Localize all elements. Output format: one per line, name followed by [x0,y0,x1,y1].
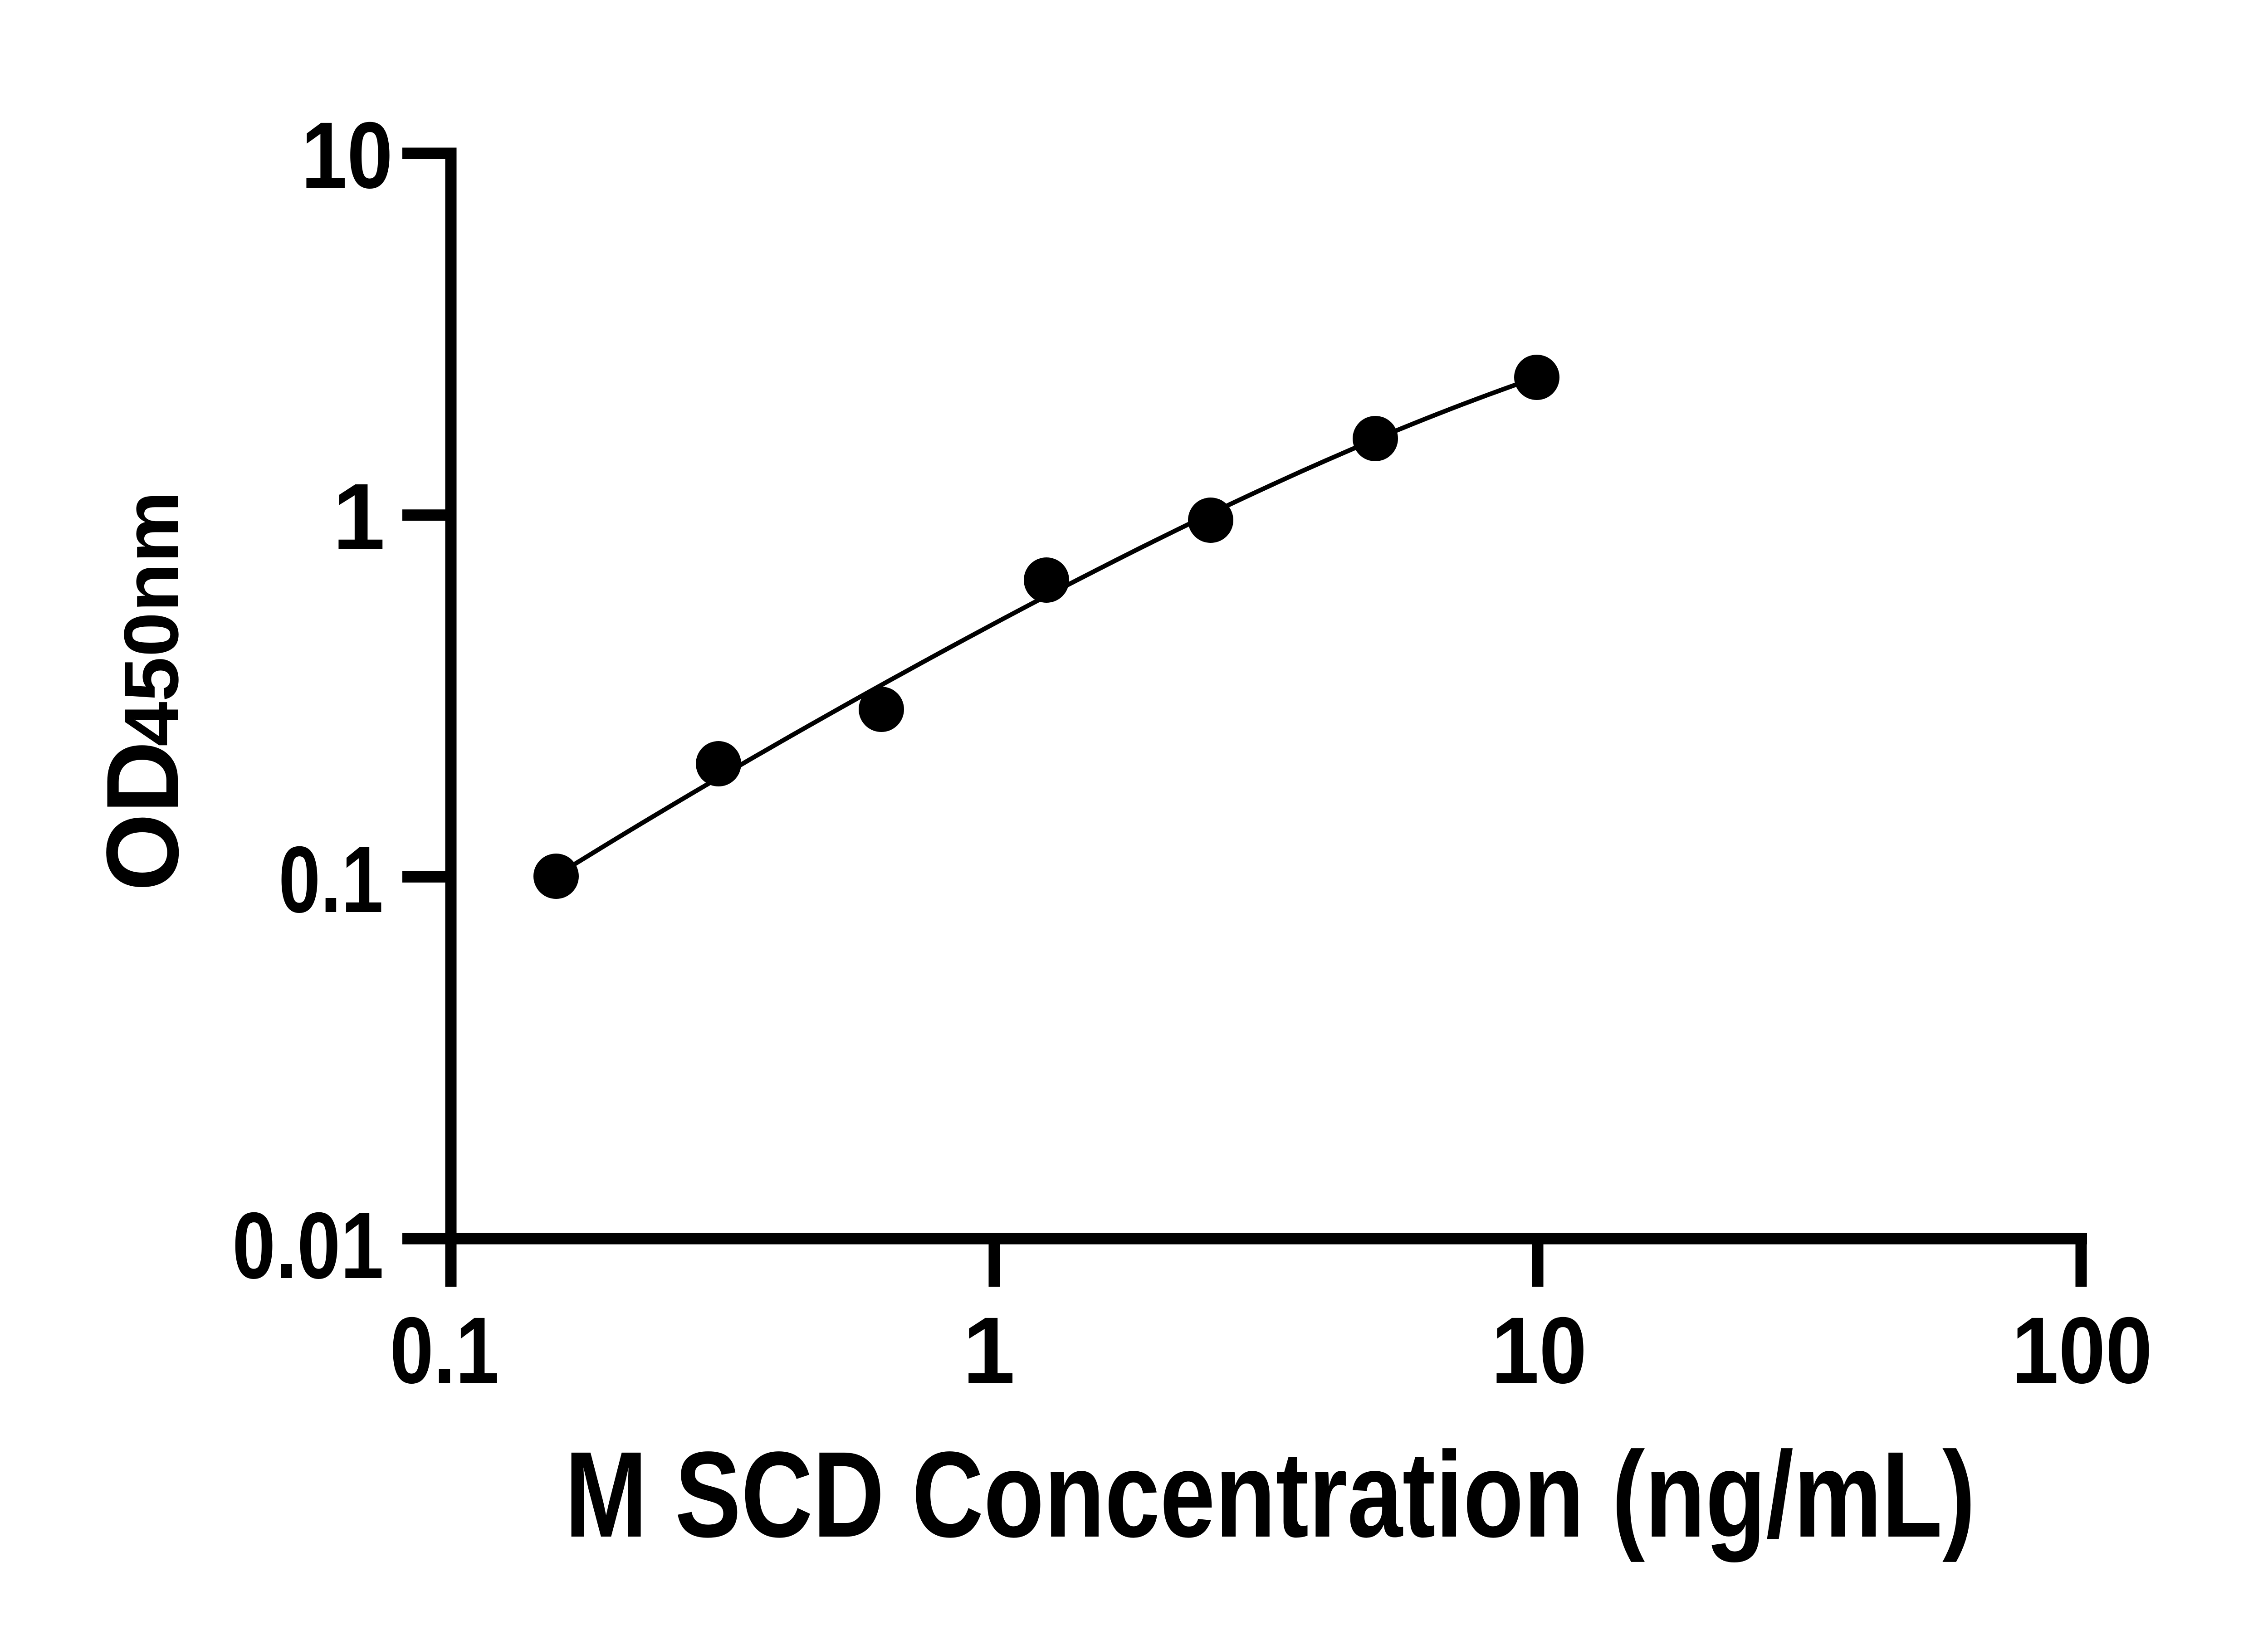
svg-text:0.1: 0.1 [279,827,383,932]
svg-text:450nm: 450nm [108,491,195,747]
svg-text:1: 1 [332,464,385,570]
svg-text:10: 10 [1491,1298,1587,1403]
svg-text:M SCD Concentration (ng/mL): M SCD Concentration (ng/mL) [565,1426,1975,1563]
svg-text:0.01: 0.01 [232,1193,384,1298]
svg-text:100: 100 [2012,1298,2152,1403]
svg-text:OD: OD [85,741,200,891]
svg-text:1: 1 [963,1298,1015,1403]
svg-text:10: 10 [301,103,393,208]
svg-text:0.1: 0.1 [390,1298,499,1403]
